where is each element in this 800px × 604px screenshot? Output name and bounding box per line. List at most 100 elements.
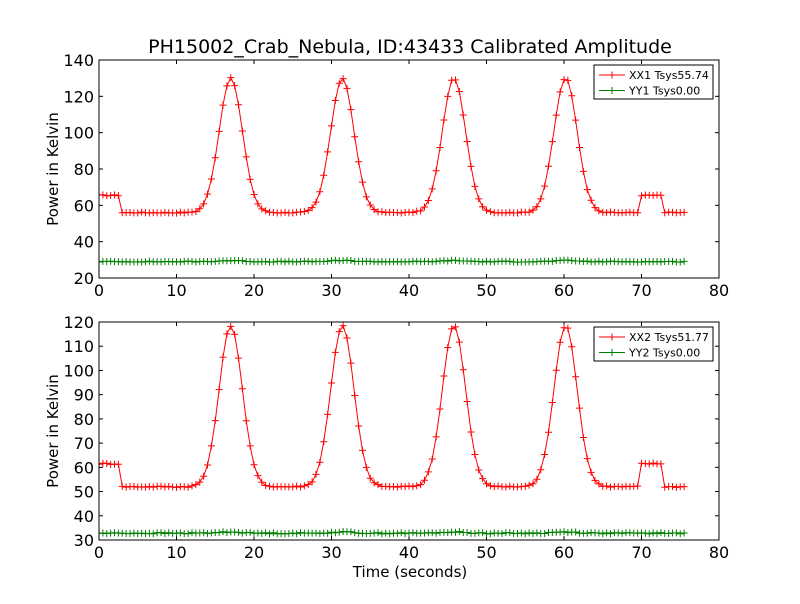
data-point [479, 203, 487, 211]
data-point [304, 206, 312, 214]
data-point [250, 461, 258, 469]
data-point [281, 258, 289, 266]
data-point [680, 208, 688, 216]
data-point [661, 209, 669, 217]
data-point [277, 257, 285, 265]
data-point [603, 529, 611, 537]
data-point [246, 442, 254, 450]
data-point [145, 257, 153, 265]
y-tick-label: 50 [74, 483, 94, 502]
y-tick-label: 40 [74, 233, 94, 252]
data-point [421, 203, 428, 211]
x-tick-label: 20 [244, 543, 264, 562]
data-point [479, 475, 487, 483]
data-point [196, 478, 204, 486]
data-point [424, 196, 432, 204]
data-point [316, 458, 324, 466]
data-point [533, 203, 541, 211]
top-panel: 0 10 20 30 40 50 60 70 80 20 40 60 80 100 120 140 Power … [44, 51, 729, 300]
y-tick-label: 120 [63, 313, 94, 332]
x-tick-label: 10 [166, 281, 186, 300]
data-point [308, 478, 316, 486]
data-point [378, 530, 386, 538]
data-point [165, 529, 173, 537]
data-point [393, 483, 401, 491]
data-point [428, 529, 436, 537]
data-point [529, 480, 537, 488]
data-point [192, 481, 200, 489]
x-tick-label: 0 [94, 281, 104, 300]
data-point [552, 111, 560, 119]
data-point [366, 201, 374, 209]
data-point [393, 529, 401, 537]
x-tick-label: 30 [321, 281, 341, 300]
data-point [657, 529, 665, 537]
x-tick-label: 80 [709, 281, 729, 300]
data-point [444, 257, 452, 265]
data-point [347, 528, 355, 536]
data-point [490, 483, 498, 491]
legend-label: XX2 Tsys51.77 [629, 331, 709, 344]
data-point [242, 153, 250, 161]
data-point [312, 198, 320, 206]
data-point [180, 209, 188, 217]
data-point [335, 79, 343, 87]
data-point [157, 482, 165, 490]
data-point [533, 529, 541, 537]
x-tick-label: 30 [321, 543, 341, 562]
data-point [595, 207, 603, 215]
legend-box [593, 64, 714, 100]
data-point [289, 483, 297, 491]
data-point [200, 472, 208, 480]
data-point [618, 483, 626, 491]
data-point [649, 529, 657, 537]
y-tick-label: 60 [74, 458, 94, 477]
data-point [331, 97, 339, 105]
data-point [331, 348, 339, 356]
data-point [401, 483, 409, 491]
data-point [428, 185, 436, 193]
data-point [436, 405, 444, 413]
data-point [176, 208, 184, 216]
data-point [289, 209, 297, 217]
data-point [603, 258, 611, 266]
data-point [405, 208, 413, 216]
data-point [634, 209, 642, 217]
data-point [335, 528, 343, 536]
data-point [238, 385, 246, 393]
data-point [258, 205, 266, 213]
data-point [118, 482, 126, 490]
data-point [409, 209, 417, 217]
data-point [149, 483, 157, 491]
data-point [541, 529, 549, 537]
legend: XX2 Tsys51.77 YY2 Tsys0.00 [593, 326, 714, 362]
data-point [204, 190, 211, 198]
data-point [258, 529, 266, 537]
data-point [502, 483, 510, 491]
legend-marker [608, 71, 616, 79]
data-point [149, 530, 157, 538]
data-point [506, 257, 514, 265]
data-point [227, 74, 235, 82]
y-tick-label: 20 [74, 269, 94, 288]
legend-label: YY1 Tsys0.00 [628, 85, 700, 98]
x-tick-label: 40 [399, 543, 419, 562]
data-point [618, 529, 626, 537]
data-point [347, 257, 355, 265]
data-point [254, 200, 262, 208]
data-point [657, 460, 665, 468]
data-point [316, 530, 324, 538]
y-tick-label: 60 [74, 196, 94, 215]
data-point [204, 461, 211, 469]
data-point [486, 208, 494, 216]
data-point [556, 338, 564, 346]
data-point [269, 258, 277, 266]
data-point [545, 162, 552, 170]
data-point [514, 530, 521, 538]
data-point [227, 322, 235, 330]
data-point [130, 482, 138, 490]
data-point [331, 529, 339, 537]
data-point [184, 483, 192, 491]
data-point [297, 208, 304, 216]
